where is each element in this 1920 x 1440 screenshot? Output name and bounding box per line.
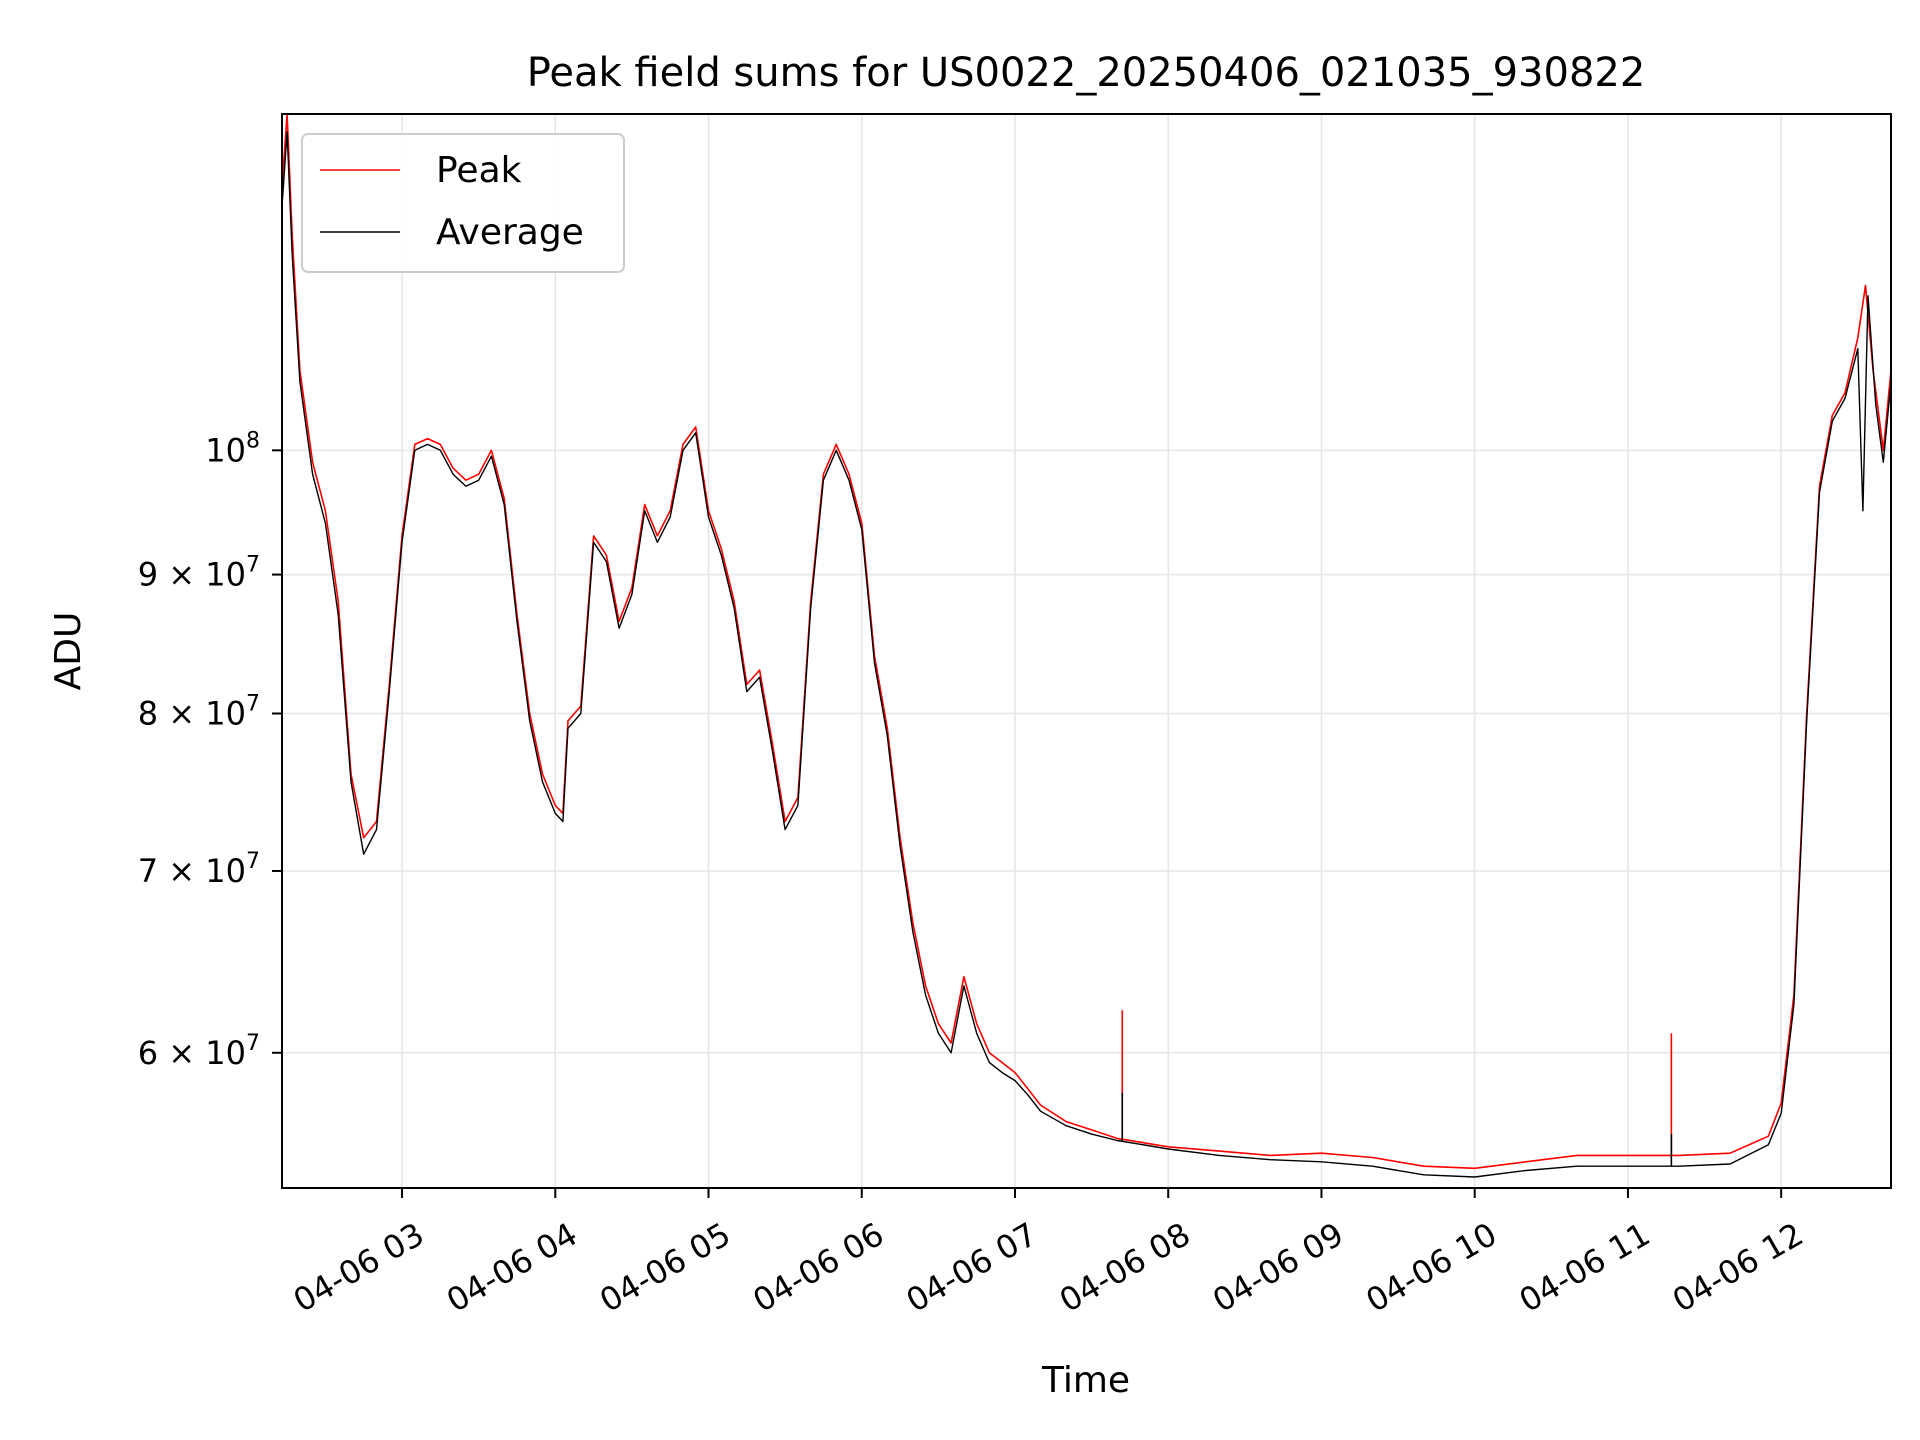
x-axis-ticks: 04-06 03 04-06 04 04-06 05 04-06 06 04-06 07…: [287, 1188, 1810, 1320]
y-tick-exponent: 7: [246, 553, 260, 578]
y-tick-label: 7 × 107: [138, 849, 260, 890]
y-tick-base: 6 × 10: [138, 1034, 246, 1072]
x-tick-label: 04-06 03: [287, 1215, 431, 1320]
axes-frame: [281, 113, 1892, 1189]
x-tick-label: 04-06 05: [593, 1215, 737, 1320]
x-tick-label: 04-06 08: [1053, 1215, 1197, 1320]
y-tick-label: 6 × 107: [138, 1031, 260, 1072]
legend-label-peak: Peak: [436, 150, 522, 191]
x-tick-label: 04-06 04: [440, 1215, 584, 1320]
y-tick-exponent: 7: [246, 849, 260, 874]
legend: Peak Average: [301, 133, 625, 273]
series-line-peak: [282, 114, 1891, 1170]
grid: [282, 114, 1891, 1188]
x-tick-label: 04-06 12: [1666, 1215, 1810, 1320]
y-tick-base: 7 × 10: [138, 852, 246, 890]
y-tick-base: 9 × 10: [138, 556, 246, 594]
x-tick-label: 04-06 06: [747, 1215, 891, 1320]
x-tick-label: 04-06 10: [1360, 1215, 1504, 1320]
plot-area: [282, 114, 1891, 1178]
y-tick-base: 8 × 10: [138, 694, 246, 732]
x-axis-label: Time: [1041, 1360, 1130, 1401]
y-axis-label: ADU: [48, 612, 89, 691]
y-tick-exponent: 7: [246, 1031, 260, 1056]
y-tick-exponent: 7: [246, 691, 260, 716]
y-tick-label: 8 × 107: [138, 691, 260, 732]
y-tick-label: 108: [205, 428, 260, 469]
x-tick-label: 04-06 09: [1206, 1215, 1350, 1320]
y-tick-base: 10: [205, 431, 246, 469]
y-tick-label: 9 × 107: [138, 553, 260, 594]
x-tick-label: 04-06 11: [1513, 1215, 1657, 1320]
y-tick-exponent: 8: [246, 428, 260, 453]
series-line-average: [282, 131, 1891, 1178]
chart-title: Peak field sums for US0022_20250406_0210…: [527, 50, 1646, 96]
legend-box: [301, 133, 625, 273]
legend-label-average: Average: [436, 212, 584, 253]
x-tick-label: 04-06 07: [900, 1215, 1044, 1320]
